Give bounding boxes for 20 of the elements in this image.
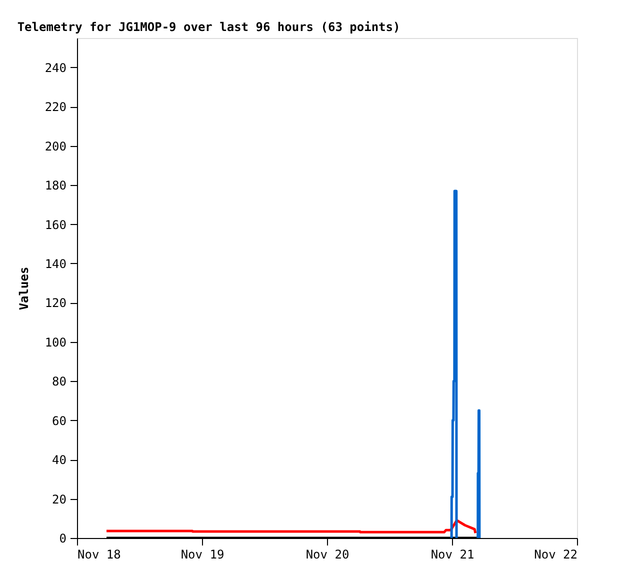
y-tick-label: 0 [59,532,66,546]
x-tick-label: Nov 18 [78,548,121,562]
y-tick-label: 240 [44,60,66,75]
y-tick-label: 140 [44,256,66,271]
y-tick-label: 180 [44,178,66,193]
x-tick-label: Nov 20 [306,548,350,562]
y-tick-label: 40 [52,453,66,468]
y-tick-label: 80 [52,374,66,389]
x-tick-label: Nov 19 [180,548,224,562]
y-axis-title: Values [16,266,31,310]
y-tick-label: 200 [44,139,66,154]
y-tick-label: 160 [44,218,66,232]
y-tick-label: 20 [52,492,66,506]
chart-title: Telemetry for JG1MOP-9 over last 96 hours (63 points) [17,20,400,34]
y-tick-label: 100 [44,335,66,350]
y-tick-label: 220 [44,100,66,114]
y-tick-label: 120 [44,296,66,310]
x-tick-label: Nov 21 [430,548,474,562]
x-tick-label: Nov 22 [534,548,578,562]
y-tick-label: 60 [52,414,66,428]
